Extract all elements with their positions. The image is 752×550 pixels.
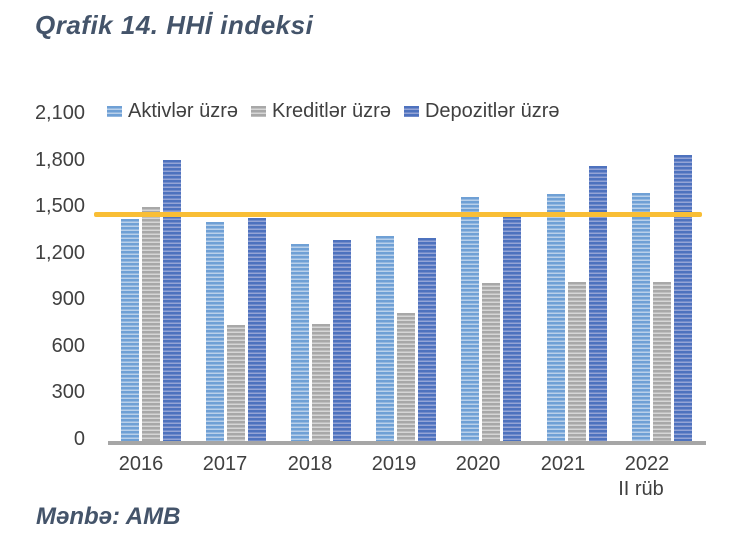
bar-2019-series1: [376, 236, 394, 441]
threshold-line: [94, 212, 702, 217]
legend-swatch-icon: [107, 106, 122, 117]
y-tick-label: 1,500: [34, 195, 85, 217]
x-tick-label-2021: 2021: [540, 453, 586, 475]
bar-2016-series2: [142, 207, 160, 441]
legend-label: Kreditlər üzrə: [272, 100, 391, 122]
bar-2018-series1: [291, 244, 309, 441]
y-tick-label: 600: [51, 335, 85, 357]
chart-title: Qrafik 14. HHİ indeksi: [35, 10, 314, 40]
x-tick-label-2016: 2016: [118, 453, 164, 475]
legend-label: Depozitlər üzrə: [424, 100, 560, 122]
bar-2021-series2: [568, 282, 586, 441]
bar-2017-series2: [227, 325, 245, 441]
y-tick-label: 900: [51, 288, 85, 310]
bar-2018-series2: [312, 324, 330, 441]
x-tick-label-2019: 2019: [371, 453, 417, 475]
bar-2019-series3: [418, 238, 436, 441]
legend: Aktivlər üzrə Kreditlər üzrə Depozitlər üz…: [107, 100, 559, 123]
bar-2017-series1: [206, 222, 224, 441]
source-note: Mənbə: AMB: [36, 503, 181, 530]
bar-2020-series2: [482, 283, 500, 441]
bar-2020-series3: [503, 216, 521, 441]
legend-swatch-icon: [251, 106, 267, 117]
legend-label: Aktivlər üzrə: [128, 100, 239, 122]
y-tick-label: 300: [51, 381, 85, 403]
y-tick-label: 2,100: [34, 102, 85, 124]
bar-2018-series3: [333, 240, 351, 441]
bar-2020-series1: [461, 197, 479, 441]
legend-item-1: Aktivlər üzrə: [107, 100, 238, 123]
legend-item-3: Depozitlər üzrə: [403, 100, 560, 123]
legend-swatch-icon: [403, 106, 419, 117]
bar-2022-series3: [674, 155, 692, 441]
legend-item-2: Kreditlər üzrə: [251, 100, 391, 123]
y-tick-label: 1,800: [34, 149, 85, 171]
x-axis-line: [108, 441, 706, 445]
y-tick-label: 0: [73, 428, 85, 450]
x-tick-sub-label: II rüb: [618, 478, 664, 500]
x-tick-label-2020: 2020: [455, 453, 501, 475]
bar-2019-series2: [397, 313, 415, 441]
bar-2016-series3: [163, 160, 181, 441]
bar-2017-series3: [248, 218, 266, 441]
bar-2021-series1: [547, 194, 565, 441]
bar-2022-series1: [632, 193, 650, 441]
x-tick-label-2022: 2022: [624, 453, 670, 475]
x-tick-label-2017: 2017: [202, 453, 248, 475]
bar-2022-series2: [653, 282, 671, 441]
y-tick-label: 1,200: [34, 242, 85, 264]
x-tick-label-2018: 2018: [287, 453, 333, 475]
bar-2021-series3: [589, 166, 607, 441]
bar-2016-series1: [121, 219, 139, 441]
